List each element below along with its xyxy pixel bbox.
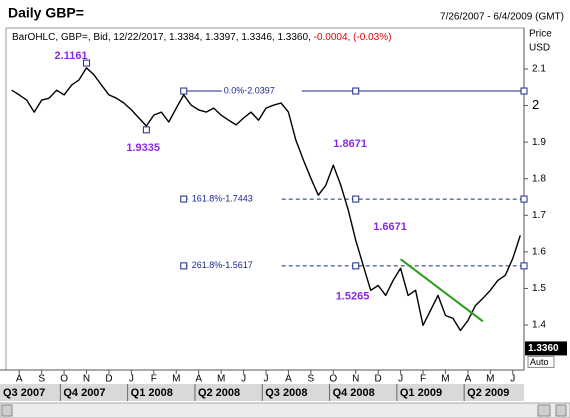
x-tick-label: A — [195, 374, 202, 385]
y-tick-label: 2 — [532, 97, 539, 112]
fib-label-bg — [221, 85, 302, 98]
info-values: BarOHLC, GBP=, Bid, 12/22/2017, 1.3384, … — [12, 32, 311, 43]
x-tick-label: M — [486, 374, 494, 385]
y-tick-label: 1.5 — [532, 283, 546, 294]
swing-label: 1.8671 — [333, 138, 367, 150]
fib-handle — [352, 87, 360, 95]
x-tick-label: S — [38, 374, 45, 385]
y-tick-label: 2.1 — [532, 64, 546, 75]
scroll-left[interactable] — [1, 404, 13, 417]
x-tick-label: N — [352, 374, 359, 385]
x-tick-label: A — [285, 374, 292, 385]
x-tick-label: J — [398, 374, 403, 385]
x-tick-label: M — [441, 374, 449, 385]
scrollbar[interactable] — [0, 402, 570, 418]
quarter-label: Q1 2009 — [400, 387, 442, 399]
chart-title: Daily GBP= — [8, 5, 84, 21]
x-tick-label: O — [60, 374, 68, 385]
x-tick-label: J — [264, 374, 269, 385]
x-tick-label: F — [151, 374, 157, 385]
x-tick-label: N — [83, 374, 90, 385]
y-tick-label: 1.8 — [532, 173, 546, 184]
y-tick-label: 1.6 — [532, 246, 546, 257]
auto-label: Auto — [530, 357, 549, 367]
quarter-label: Q4 2007 — [63, 387, 105, 399]
fib-handle — [180, 87, 188, 95]
auto-box — [527, 355, 555, 368]
fib-label-bg — [189, 259, 280, 272]
fib-label: 261.8%-1.5617 — [192, 260, 253, 270]
fib-handle — [352, 195, 360, 203]
y-axis-title: Price — [529, 29, 552, 40]
fib-handle — [180, 195, 188, 203]
quarter-label: Q2 2008 — [198, 387, 240, 399]
fib-handle — [352, 262, 360, 270]
pivot-handle — [142, 126, 150, 134]
fib-handle — [180, 262, 188, 270]
x-tick-label: D — [375, 374, 382, 385]
price-line — [11, 67, 521, 332]
x-tick-label: J — [510, 374, 515, 385]
y-axis-unit: USD — [529, 43, 550, 54]
x-tick-label: S — [308, 374, 315, 385]
fib-label: 161.8%-1.7443 — [192, 193, 253, 203]
last-value-label: 1.3360 — [528, 343, 559, 354]
date-range: 7/26/2007 - 6/4/2009 (GMT) — [440, 12, 564, 23]
scroll-right[interactable] — [555, 404, 567, 417]
quarter-label: Q4 2008 — [333, 387, 375, 399]
x-tick-label: D — [105, 374, 112, 385]
fib-handle — [520, 87, 528, 95]
quarter-label: Q3 2007 — [3, 387, 45, 399]
fib-label: 0.0%-2.0397 — [224, 85, 275, 95]
y-tick-label: 1.7 — [532, 210, 546, 221]
x-tick-label: J — [241, 374, 246, 385]
x-tick-label: M — [172, 374, 180, 385]
y-tick-label: 1.4 — [532, 320, 546, 331]
fib-handle — [520, 195, 528, 203]
x-tick-label: F — [420, 374, 426, 385]
quarter-label: Q2 2009 — [467, 387, 509, 399]
swing-label: 1.9335 — [126, 142, 160, 154]
swing-label: 1.6671 — [373, 221, 407, 233]
y-tick-label: 1.9 — [532, 137, 546, 148]
x-tick-label: M — [217, 374, 225, 385]
x-tick-label: O — [329, 374, 337, 385]
quarter-label: Q3 2008 — [265, 387, 307, 399]
quarter-label: Q1 2008 — [131, 387, 173, 399]
trendline — [400, 258, 484, 323]
last-value-tag — [525, 341, 567, 356]
x-tick-label: A — [16, 374, 23, 385]
scroll-thumb[interactable] — [537, 404, 551, 417]
info-change: -0.0004, (-0.03%) — [314, 32, 392, 43]
pivot-handle — [83, 59, 91, 67]
x-tick-label: A — [465, 374, 472, 385]
fib-label-bg — [189, 193, 280, 206]
swing-label: 1.5265 — [336, 291, 370, 303]
x-tick-label: J — [129, 374, 134, 385]
swing-label: 2.1161 — [55, 50, 88, 62]
info-line: BarOHLC, GBP=, Bid, 12/22/2017, 1.3384, … — [12, 32, 391, 43]
fib-handle — [520, 262, 528, 270]
